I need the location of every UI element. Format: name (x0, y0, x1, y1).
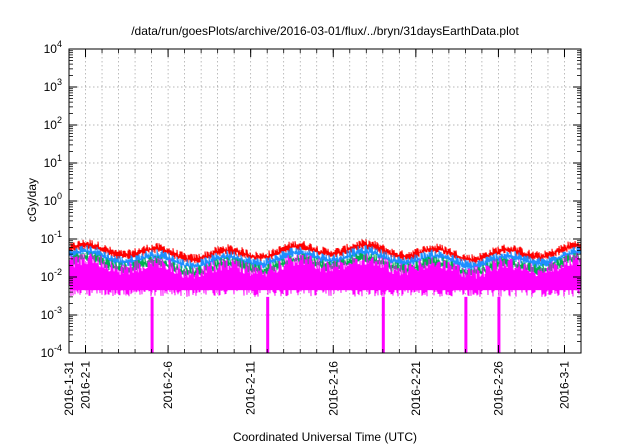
plot-data (69, 239, 581, 353)
y-tick-label: 10-3 (41, 305, 62, 322)
grid (69, 49, 581, 353)
x-tick-label: 2016-2-21 (409, 361, 423, 416)
series-dropout (266, 296, 270, 353)
y-tick-label: 10-1 (41, 229, 62, 246)
y-axis-label: cGy/day (25, 178, 39, 222)
x-tick-label: 2016-2-16 (326, 361, 340, 416)
y-tick-label: 104 (44, 39, 62, 56)
y-tick-label: 102 (44, 115, 62, 132)
series-dropout (150, 296, 154, 353)
x-tick-label: 2016-3-1 (557, 361, 571, 409)
y-axis: 10-4 10-3 10-2 10-1 100 101 102 103 104 (41, 39, 581, 360)
y-tick-label: 10-2 (41, 267, 62, 284)
y-tick-label: 103 (44, 77, 62, 94)
x-tick-label: 2016-2-6 (161, 361, 175, 409)
x-tick-label: 2016-2-1 (79, 361, 93, 409)
x-axis-label: Coordinated Universal Time (UTC) (233, 430, 417, 444)
x-tick-label: 2016-1-31 (62, 361, 76, 416)
y-tick-label: 101 (44, 153, 62, 170)
chart-title: /data/run/goesPlots/archive/2016-03-01/f… (131, 24, 519, 38)
series-band (70, 278, 580, 291)
series-dropout (464, 296, 468, 353)
x-tick-label: 2016-2-26 (491, 361, 505, 416)
y-tick-label: 100 (44, 191, 62, 208)
y-tick-label: 10-4 (41, 343, 62, 360)
series-dropout (381, 296, 385, 353)
x-tick-label: 2016-2-11 (244, 361, 258, 415)
series-line (69, 239, 581, 264)
series-dropout (497, 296, 501, 353)
x-axis: 2016-1-31 2016-2-1 2016-2-6 2016-2-11 2016-2… (62, 49, 571, 416)
